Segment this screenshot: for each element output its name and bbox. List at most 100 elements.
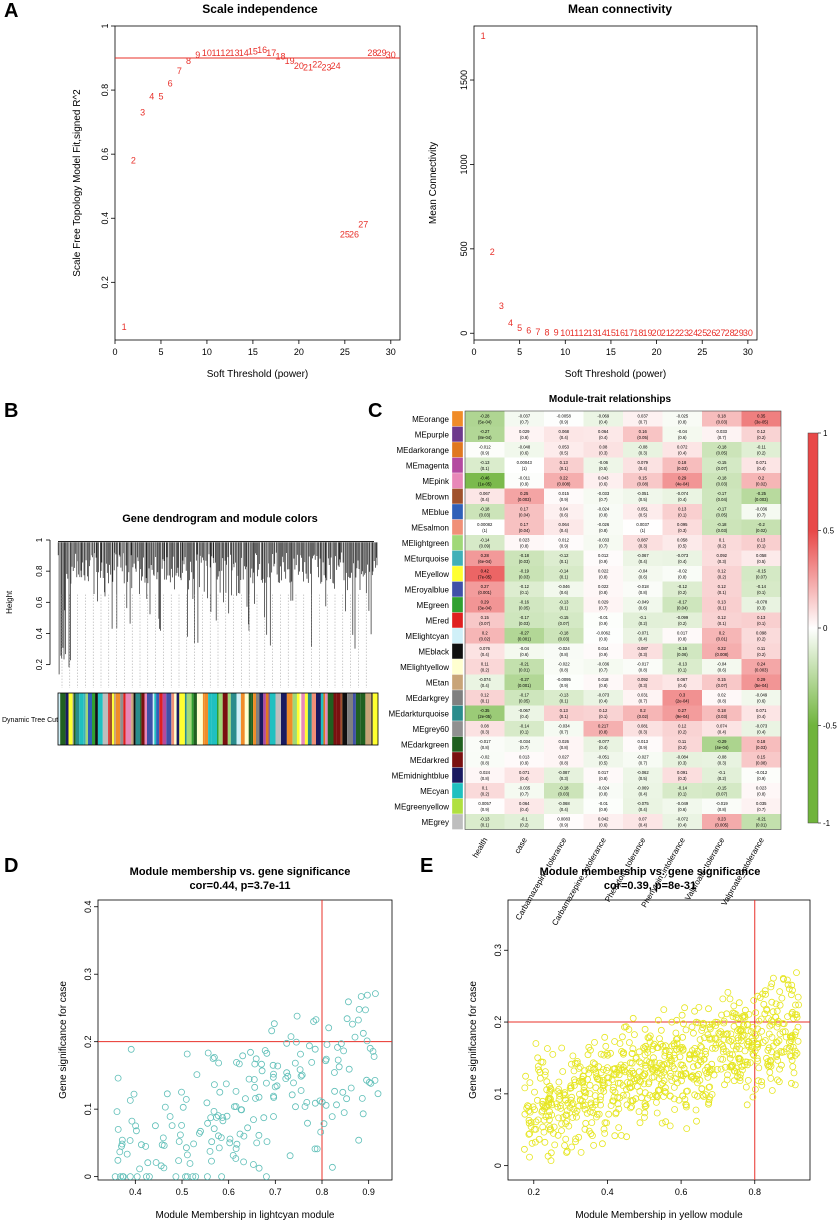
cell-pvalue: (0.1) — [559, 466, 568, 471]
scatter-point — [311, 1099, 319, 1107]
heatmap-cell — [583, 767, 623, 783]
cell-correlation: 0.0057 — [478, 801, 491, 806]
module-color-band — [281, 693, 283, 745]
scatter-point — [527, 1123, 535, 1131]
module-color-band — [307, 693, 312, 745]
scatter-point — [741, 1006, 749, 1014]
module-color-band — [320, 693, 324, 745]
scatter-point — [297, 1087, 305, 1094]
scatter-point — [730, 1002, 738, 1010]
cell-pvalue: (0.6) — [757, 699, 766, 704]
heatmap-cell — [465, 798, 505, 814]
sft-point-label: 12 — [220, 48, 230, 58]
heatmap-cell — [583, 488, 623, 504]
sft-point-label: 18 — [275, 51, 285, 61]
scatter-point — [592, 1084, 600, 1092]
scatter-point — [557, 1104, 565, 1112]
cell-pvalue: (0.2) — [678, 730, 687, 735]
scatter-point — [788, 1033, 796, 1041]
scatter-point — [729, 1061, 737, 1069]
cell-pvalue: (0.6) — [678, 807, 687, 812]
scatter-point — [711, 1044, 719, 1052]
scatter-point — [521, 1084, 529, 1092]
scatter-point — [136, 1165, 144, 1173]
cell-pvalue: (0.03) — [558, 792, 570, 797]
cell-pvalue: (0.9) — [599, 807, 608, 812]
cell-pvalue: (0.08) — [637, 482, 649, 487]
heatmap-cell — [583, 643, 623, 659]
scatter-point — [232, 1103, 240, 1110]
heatmap-cell — [662, 643, 702, 659]
scatter-point — [688, 1023, 696, 1031]
heatmap-cell — [504, 721, 544, 737]
scatter-point — [603, 1119, 611, 1127]
heatmap-cell — [465, 767, 505, 783]
cell-pvalue: (0.02) — [756, 482, 768, 487]
scatter-point — [777, 1061, 785, 1069]
mc-point-label: 30 — [743, 328, 753, 338]
cell-correlation: -0.04 — [717, 662, 727, 667]
module-label: MElightyellow — [400, 663, 449, 672]
scatter-point — [619, 1091, 627, 1099]
scatter-point — [526, 1079, 534, 1087]
scatter-point — [793, 1049, 801, 1057]
scatter-point — [697, 1042, 705, 1050]
scatter-point — [728, 1051, 736, 1059]
scatter-point — [249, 1161, 257, 1168]
scatter-point — [579, 1079, 587, 1087]
scatter-point — [367, 1079, 375, 1087]
module-color-band — [123, 693, 126, 745]
cell-correlation: 0.014 — [598, 646, 609, 651]
cell-pvalue: (0.8) — [480, 776, 489, 781]
svgD-ytick-label: 0.1 — [83, 1103, 93, 1116]
cell-pvalue: (0.07) — [756, 575, 768, 580]
scatter-point — [371, 990, 379, 998]
mc-ytick-label: 1000 — [459, 154, 469, 174]
heatmap-cell — [702, 814, 742, 830]
scatter-point — [563, 1147, 571, 1155]
scatter-point — [621, 1062, 629, 1069]
svgE-xtick-label: 0.4 — [601, 1187, 614, 1197]
heatmap-cell — [702, 643, 742, 659]
cell-correlation: -0.15 — [717, 460, 727, 465]
mc-point-label: 28 — [725, 328, 735, 338]
module-color-band — [292, 693, 297, 745]
cell-correlation: -0.18 — [717, 522, 727, 527]
module-color-band — [244, 693, 249, 745]
scatter-point — [642, 1064, 650, 1072]
scatter-point — [521, 1145, 528, 1153]
cell-correlation: -0.2 — [758, 522, 766, 527]
heatmap-cell — [465, 473, 505, 489]
heatmap-cell — [465, 535, 505, 551]
cell-pvalue: (0.4) — [638, 823, 647, 828]
cell-pvalue: (0.9) — [599, 637, 608, 642]
scatter-point — [752, 1009, 760, 1017]
scatter-point — [689, 1063, 697, 1071]
cell-pvalue: (0.7) — [638, 699, 647, 704]
scatter-point — [635, 1048, 643, 1056]
heatmap-cell — [465, 504, 505, 520]
scatter-point — [570, 1067, 578, 1075]
scatter-point — [671, 1075, 679, 1083]
heatmap-cell — [702, 690, 742, 706]
colorbar-tick-label: -0.5 — [823, 722, 837, 731]
scatter-point — [237, 1106, 245, 1114]
mc-point-label: 10 — [560, 328, 570, 338]
cell-pvalue: (0.1) — [717, 590, 726, 595]
scatter-point — [672, 1046, 680, 1053]
cell-pvalue: (0.07) — [716, 683, 728, 688]
scatter-point — [117, 1173, 124, 1181]
scatter-point — [247, 1048, 254, 1056]
scatter-point — [219, 1114, 226, 1121]
scatter-point — [561, 1096, 569, 1104]
cell-pvalue: (0.4) — [678, 559, 687, 564]
cell-correlation: -0.017 — [479, 739, 492, 744]
heatmap-cell — [741, 659, 781, 675]
heatmap-cell — [702, 628, 742, 644]
cell-correlation: -0.073 — [755, 724, 768, 729]
scatter-point — [258, 1060, 265, 1068]
scatter-point — [576, 1090, 583, 1098]
scatter-point — [554, 1131, 562, 1139]
scatter-point — [363, 1076, 371, 1084]
cell-correlation: -0.12 — [519, 584, 529, 589]
